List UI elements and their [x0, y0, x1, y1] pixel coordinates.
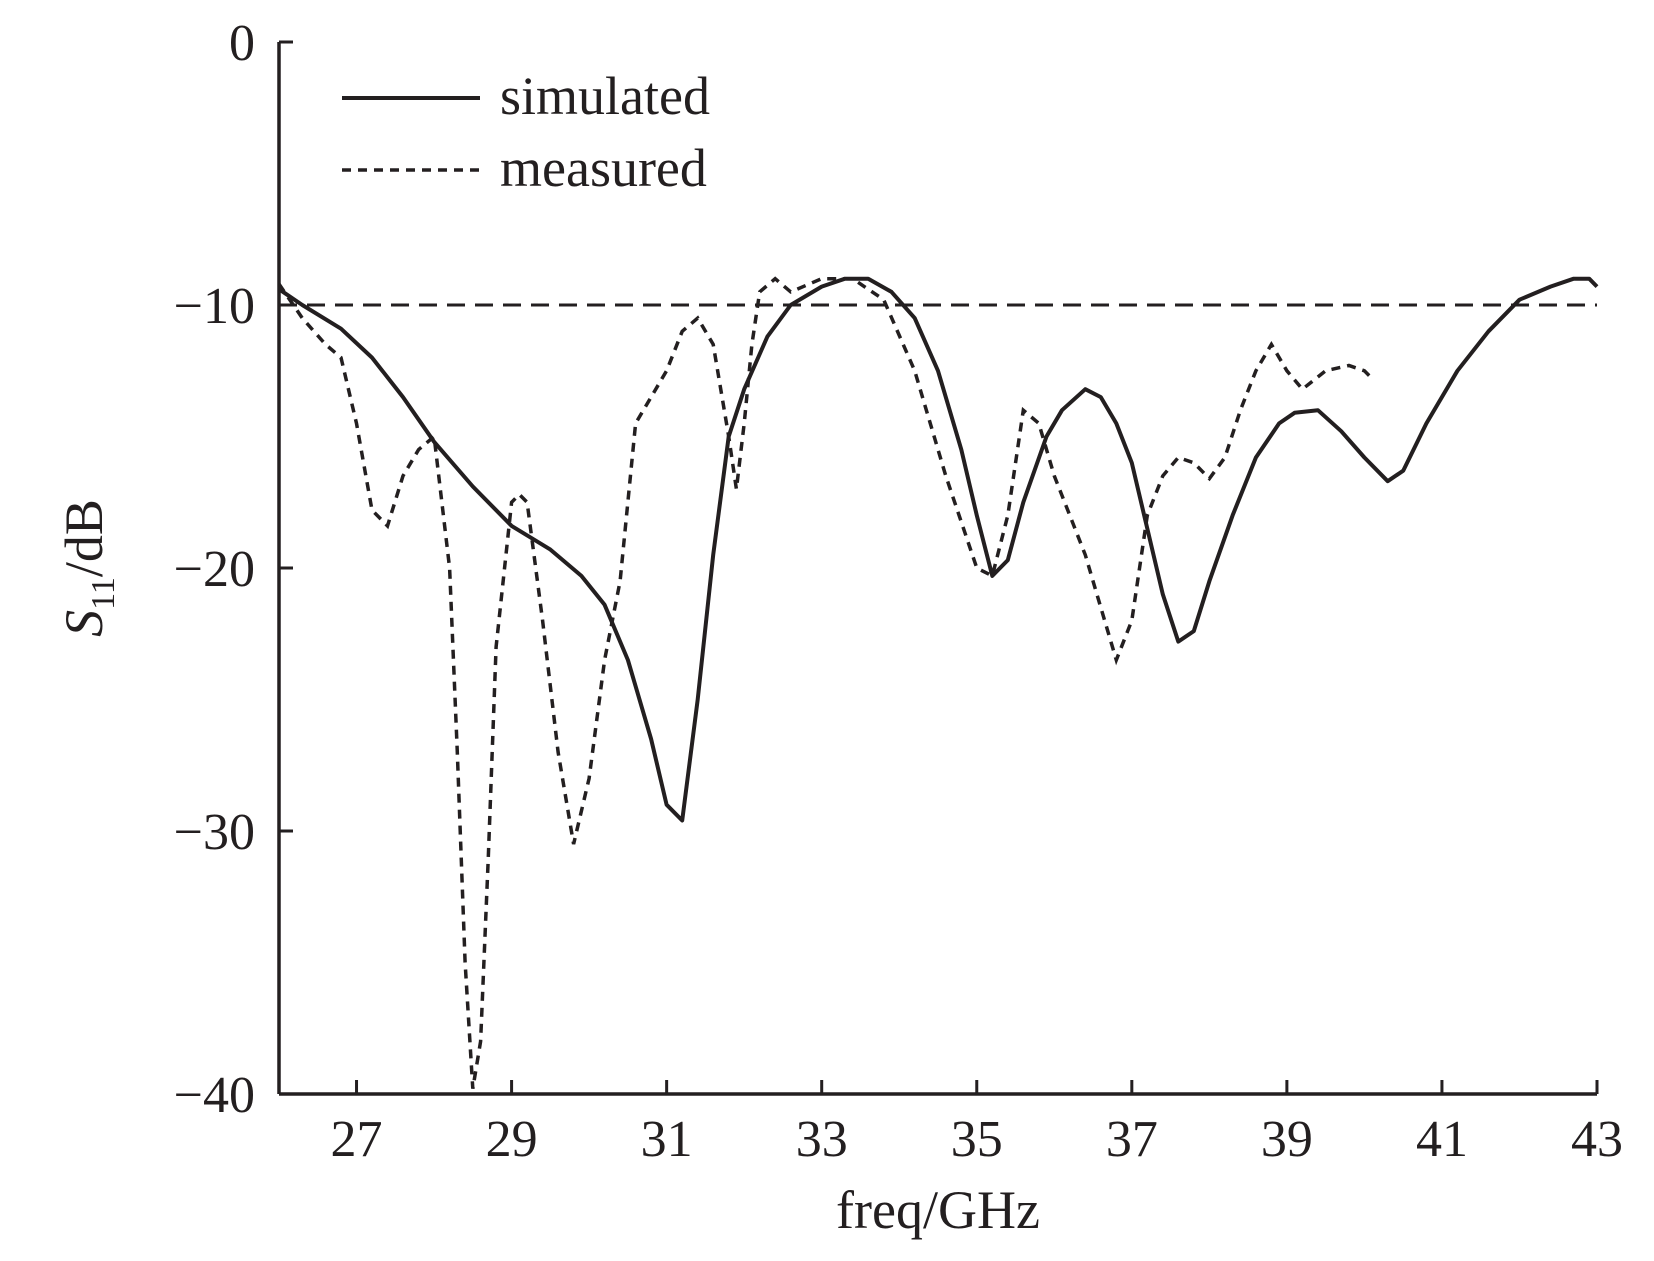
x-tick-label: 29 — [486, 1111, 538, 1168]
y-tick-label: −30 — [174, 804, 255, 861]
axes — [277, 42, 1597, 1096]
x-tick-label: 27 — [331, 1111, 383, 1168]
legend-label-simulated: simulated — [500, 66, 710, 126]
y-tick-label: −40 — [174, 1067, 255, 1124]
series-line-simulated — [277, 276, 1599, 823]
y-axis-label: S11/dB — [54, 499, 122, 637]
x-tick-label: 33 — [796, 1111, 848, 1168]
ticks: 27 29 31 33 35 37 39 41 43 0 −10 −20 −30 −40 — [174, 15, 1623, 1168]
x-tick-label: 35 — [951, 1111, 1003, 1168]
y-tick-label: −20 — [174, 541, 255, 598]
y-axis-label-subscript: 11 — [85, 577, 122, 610]
x-tick-label: 41 — [1416, 1111, 1468, 1168]
legend: simulated measured — [342, 66, 710, 198]
y-tick-label: −10 — [174, 278, 255, 335]
series-line-measured — [277, 276, 1374, 1089]
x-tick-label: 31 — [641, 1111, 693, 1168]
series-layer — [277, 276, 1599, 1089]
y-tick-label: 0 — [229, 15, 255, 72]
x-tick-label: 43 — [1571, 1111, 1623, 1168]
x-axis-label: freq/GHz — [836, 1180, 1040, 1240]
y-axis-label-main: S — [54, 610, 114, 637]
legend-label-measured: measured — [500, 138, 707, 198]
y-axis-label-unit: /dB — [54, 499, 114, 577]
x-tick-label: 37 — [1106, 1111, 1158, 1168]
x-tick-label: 39 — [1261, 1111, 1313, 1168]
